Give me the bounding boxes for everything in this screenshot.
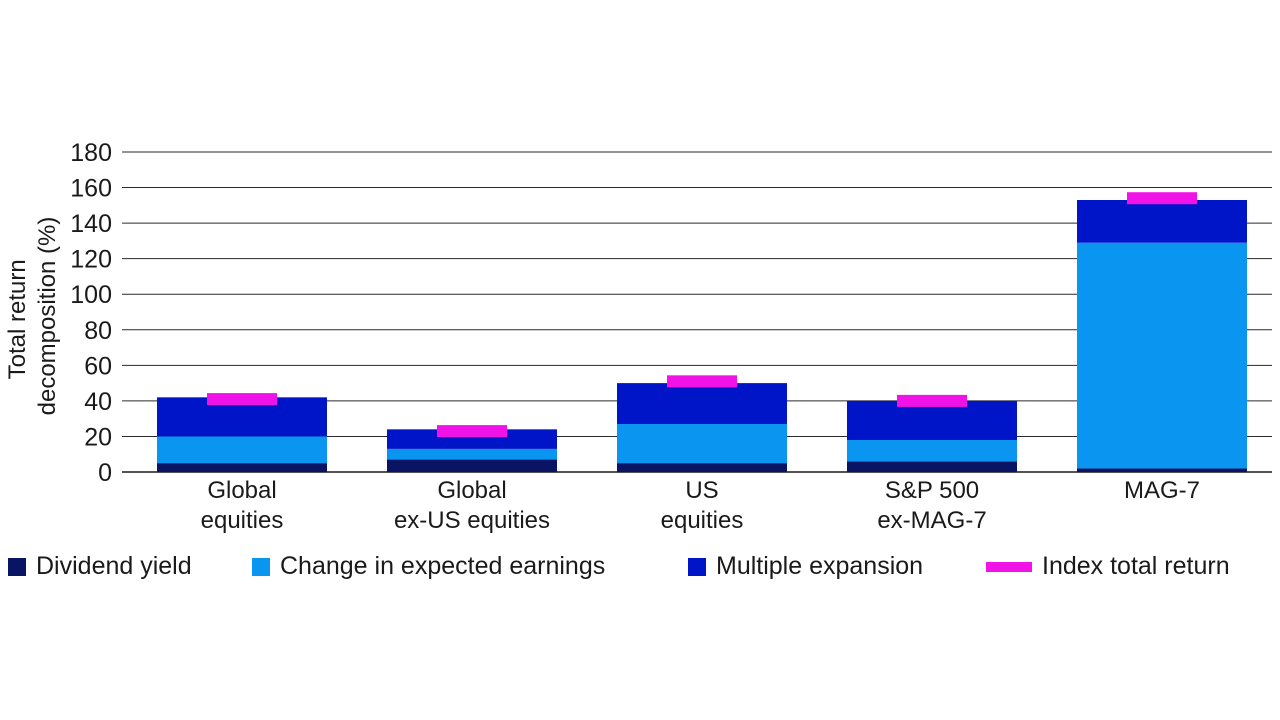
bar-segment-dividend-yield	[1077, 468, 1247, 472]
bar-segment-change-in-expected-earnings	[157, 436, 327, 464]
bar-segment-dividend-yield	[157, 463, 327, 472]
bar-segment-change-in-expected-earnings	[617, 424, 787, 464]
bar-segment-multiple-expansion	[387, 429, 557, 449]
y-axis-label: Total return decomposition (%)	[4, 217, 61, 416]
y-tick-label: 180	[70, 139, 112, 167]
bars	[157, 200, 1247, 472]
total-return-marker	[897, 394, 967, 407]
legend-item-multiple-expansion: Multiple expansion	[688, 552, 923, 581]
legend-swatch-index-total-return	[986, 561, 1032, 572]
legend-label-dividend-yield: Dividend yield	[36, 552, 192, 580]
y-tick-label: 60	[84, 352, 112, 380]
bar-segment-dividend-yield	[387, 459, 557, 472]
total-return-markers	[207, 192, 1197, 438]
y-tick-label: 80	[84, 317, 112, 345]
y-tick-label: 120	[70, 246, 112, 274]
bar-segment-change-in-expected-earnings	[387, 448, 557, 460]
legend-item-dividend-yield: Dividend yield	[8, 552, 192, 581]
x-axis-labels: Global equities Global ex-US equities US equi…	[201, 477, 1200, 534]
legend-item-change-in-expected-earnings: Change in expected earnings	[252, 552, 605, 581]
legend-label-change-in-expected-earnings: Change in expected earnings	[280, 552, 606, 580]
x-category-label: Global ex-US equities	[394, 477, 550, 534]
y-tick-label: 40	[84, 388, 112, 416]
y-tick-label: 100	[70, 281, 112, 309]
x-category-label: S&P 500 ex-MAG-7	[877, 477, 986, 534]
total-return-marker	[207, 393, 277, 406]
y-tick-label: 0	[98, 459, 112, 487]
total-return-marker	[667, 375, 737, 388]
bar-segment-change-in-expected-earnings	[847, 440, 1017, 462]
legend-swatch-change-in-expected-earnings	[252, 557, 270, 576]
x-category-label: US equities	[661, 477, 744, 534]
bar-segment-dividend-yield	[847, 461, 1017, 472]
y-axis-label-line-1: Total return	[4, 259, 31, 379]
x-category-label: Global equities	[201, 477, 284, 534]
y-tick-label: 160	[70, 175, 112, 203]
y-axis-ticks: 0 20 40 60 80 100 120 140 160 180	[70, 139, 112, 487]
total-return-marker	[437, 425, 507, 438]
x-category-label: MAG-7	[1124, 477, 1200, 504]
legend-label-index-total-return: Index total return	[1042, 552, 1230, 580]
legend-swatch-multiple-expansion	[688, 557, 706, 576]
bar-segment-multiple-expansion	[617, 383, 787, 424]
legend: Dividend yield Change in expected earnin…	[0, 552, 1280, 592]
bar-segment-change-in-expected-earnings	[1077, 242, 1247, 469]
legend-swatch-dividend-yield	[8, 557, 26, 576]
legend-item-index-total-return: Index total return	[986, 552, 1230, 581]
legend-label-multiple-expansion: Multiple expansion	[716, 552, 924, 580]
bar-segment-dividend-yield	[617, 463, 787, 472]
total-return-marker	[1127, 192, 1197, 205]
y-tick-label: 140	[70, 210, 112, 238]
y-tick-label: 20	[84, 423, 112, 451]
bar-segment-multiple-expansion	[847, 400, 1017, 440]
y-axis-label-line-2: decomposition (%)	[34, 217, 61, 416]
bar-segment-multiple-expansion	[1077, 200, 1247, 243]
